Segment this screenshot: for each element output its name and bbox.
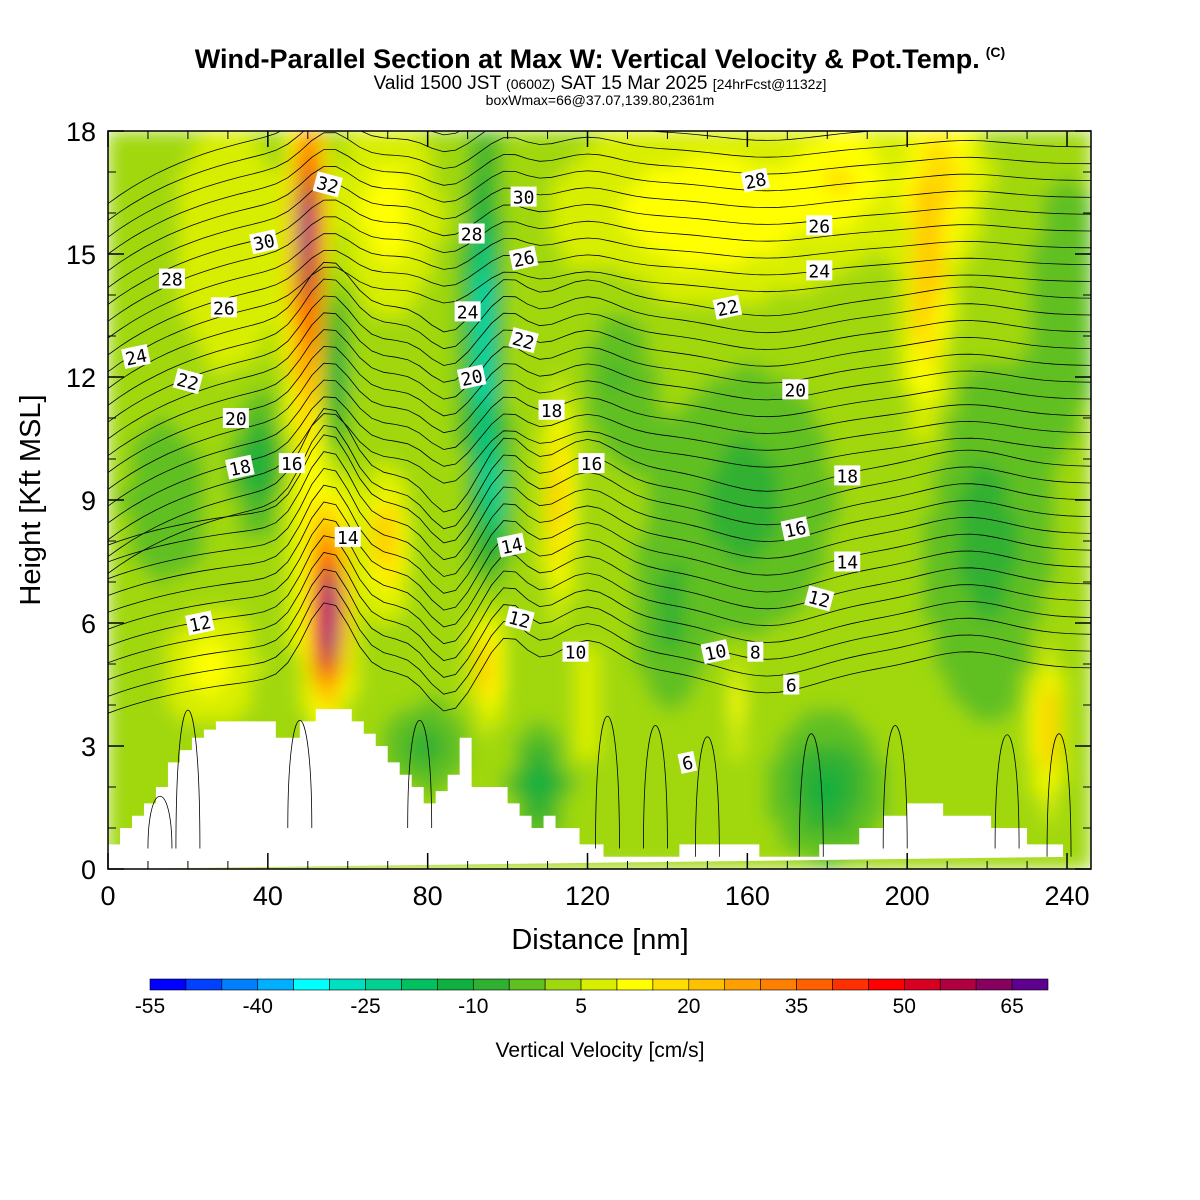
theta-label-16: 16 xyxy=(780,516,811,543)
colorbar-swatch--45 xyxy=(221,978,259,991)
theta-label-16: 16 xyxy=(578,453,605,475)
chart-subtitle-box-wmax: boxWmax=66@37.07,139.80,2361m xyxy=(485,92,715,108)
x-tick-label-40: 40 xyxy=(253,881,283,911)
theta-label-18: 18 xyxy=(834,465,861,487)
colorbar-swatch-45 xyxy=(868,978,905,991)
theta-label-16: 16 xyxy=(278,453,305,475)
colorbar-swatch-15 xyxy=(652,978,690,991)
theta-label-14: 14 xyxy=(334,526,361,549)
theta-label-14: 14 xyxy=(834,551,861,574)
x-tick-label-80: 80 xyxy=(413,881,443,911)
theta-label-22: 22 xyxy=(712,294,743,321)
terrain-shape xyxy=(108,709,1080,869)
colorbar-tick-50: 50 xyxy=(893,995,916,1018)
colorbar-swatch--10 xyxy=(472,978,510,991)
colorbar-swatch-35 xyxy=(796,978,833,991)
y-tick-label-0: 0 xyxy=(81,855,96,885)
colorbar-swatch--25 xyxy=(365,978,402,991)
colorbar-tick--55: -55 xyxy=(135,995,165,1018)
colorbar-tick-35: 35 xyxy=(785,995,808,1018)
colorbar-swatch--20 xyxy=(401,978,438,991)
y-tick-label-3: 3 xyxy=(81,732,96,762)
theta-label-26: 26 xyxy=(508,245,539,272)
colorbar-label: Vertical Velocity [cm/s] xyxy=(496,1039,705,1062)
colorbar-swatch-0 xyxy=(544,978,582,991)
theta-label-28: 28 xyxy=(158,268,185,291)
y-tick-label-18: 18 xyxy=(66,117,96,147)
theta-label-20: 20 xyxy=(222,408,249,430)
terrain-mask xyxy=(108,709,1080,869)
colorbar-swatch--15 xyxy=(437,978,474,991)
colorbar-swatch-30 xyxy=(760,978,797,991)
field-cells xyxy=(108,131,1091,869)
x-tick-label-0: 0 xyxy=(100,881,115,911)
x-tick-label-120: 120 xyxy=(565,881,610,911)
theta-label-20: 20 xyxy=(782,379,809,401)
theta-label-28: 28 xyxy=(458,223,485,246)
colorbar-swatch-65 xyxy=(1011,978,1049,991)
theta-label-26: 26 xyxy=(210,297,237,319)
colorbar-swatch--30 xyxy=(329,978,366,991)
colorbar: -55 -40 -25 -10 5 20 35 50 65 xyxy=(135,978,1049,1018)
y-tick-label-15: 15 xyxy=(66,240,96,270)
theta-label-12: 12 xyxy=(504,605,535,633)
theta-label-24: 24 xyxy=(121,344,151,370)
theta-label-20: 20 xyxy=(456,364,487,391)
y-tick-label-9: 9 xyxy=(81,486,96,516)
colorbar-swatch-60 xyxy=(975,978,1013,991)
theta-label-6: 6 xyxy=(677,750,698,775)
theta-label-12: 12 xyxy=(185,610,215,637)
colorbar-swatch-10 xyxy=(616,978,654,991)
theta-label-8: 8 xyxy=(747,641,764,664)
colorbar-tick--10: -10 xyxy=(458,995,488,1018)
colorbar-swatch--35 xyxy=(293,978,330,991)
colorbar-tick-5: 5 xyxy=(575,995,587,1018)
copyright-mark: (C) xyxy=(985,44,1006,60)
theta-label-18: 18 xyxy=(225,454,255,481)
x-tick-label-200: 200 xyxy=(885,881,930,911)
colorbar-tick--25: -25 xyxy=(350,995,380,1018)
colorbar-swatch-25 xyxy=(724,978,761,991)
theta-contours xyxy=(108,131,1091,857)
colorbar-swatch-40 xyxy=(832,978,869,991)
colorbar-swatch--40 xyxy=(257,978,294,991)
theta-label-10: 10 xyxy=(562,641,589,664)
theta-label-24: 24 xyxy=(806,260,833,282)
colorbar-swatch--5 xyxy=(508,978,546,991)
axes: 0 40 80 120 160 200 240 0 3 6 9 12 15 18 xyxy=(66,117,1091,911)
chart-subtitle: Valid 1500 JST (0600Z) SAT 15 Mar 2025 [… xyxy=(373,73,827,94)
theta-label-22: 22 xyxy=(172,368,204,395)
theta-label-10: 10 xyxy=(700,639,731,666)
colorbar-swatch-55 xyxy=(939,978,977,991)
theta-label-6: 6 xyxy=(783,674,800,697)
colorbar-swatch-50 xyxy=(904,978,941,991)
theta-label-14: 14 xyxy=(496,532,527,559)
theta-label-30: 30 xyxy=(510,186,537,209)
colorbar-swatch-5 xyxy=(580,978,618,991)
colorbar-swatch--55 xyxy=(149,978,187,991)
colorbar-swatch-20 xyxy=(688,978,726,991)
y-tick-label-12: 12 xyxy=(66,363,96,393)
x-axis-label: Distance [nm] xyxy=(511,924,688,956)
colorbar-tick--40: -40 xyxy=(243,995,273,1018)
colorbar-tick-65: 65 xyxy=(1000,995,1023,1018)
theta-label-26: 26 xyxy=(806,215,833,237)
colorbar-tick-20: 20 xyxy=(677,995,700,1018)
theta-label-28: 28 xyxy=(740,167,771,194)
y-tick-label-6: 6 xyxy=(81,609,96,639)
theta-label-18: 18 xyxy=(538,399,565,422)
chart-title: Wind-Parallel Section at Max W: Vertical… xyxy=(194,44,1006,74)
theta-label-24: 24 xyxy=(454,301,481,323)
theta-label-30: 30 xyxy=(249,229,279,256)
x-tick-label-160: 160 xyxy=(725,881,770,911)
x-tick-label-240: 240 xyxy=(1044,881,1089,911)
vertical-velocity-field xyxy=(108,131,1091,869)
y-axis-label: Height [Kft MSL] xyxy=(15,394,47,605)
colorbar-swatch--50 xyxy=(185,978,223,991)
